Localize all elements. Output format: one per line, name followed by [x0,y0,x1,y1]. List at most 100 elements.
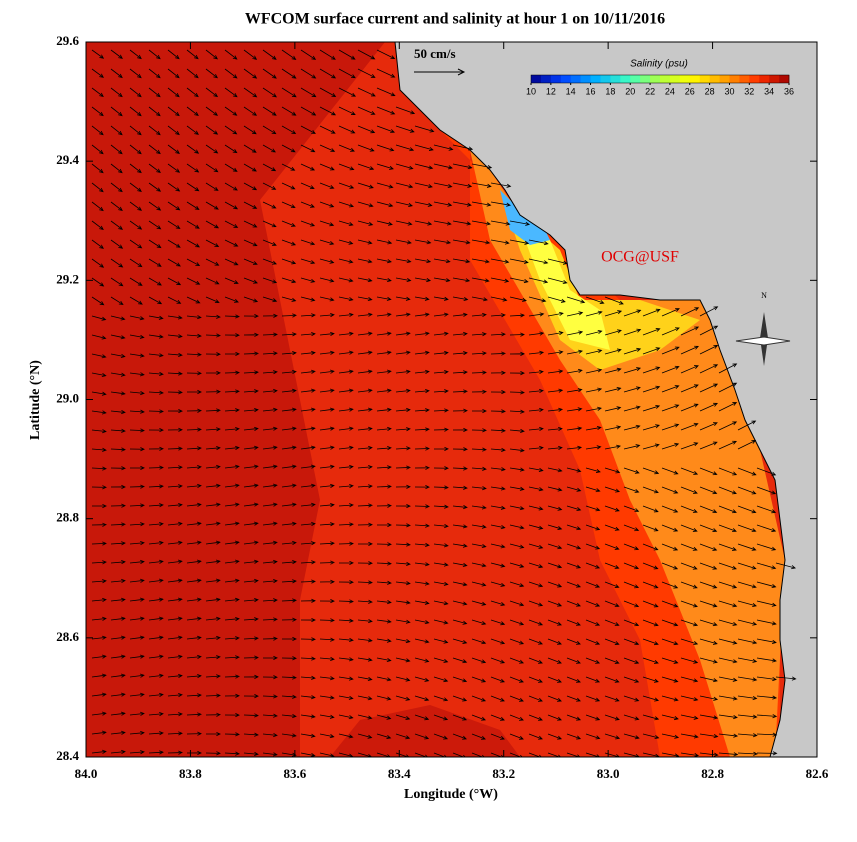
current-arrow [319,637,335,642]
current-arrow [661,486,679,494]
current-arrow [528,467,544,472]
current-arrow [528,619,544,626]
current-arrow [623,695,640,702]
current-arrow [452,427,468,433]
current-arrow [737,524,757,533]
current-arrow [395,163,414,170]
current-arrow [91,182,104,193]
current-arrow [452,389,468,394]
current-arrow [376,125,396,133]
current-arrow [756,714,778,719]
current-arrow [661,714,679,721]
current-arrow [585,387,603,393]
current-arrow [547,581,563,588]
current-arrow [167,201,181,211]
current-arrow [604,581,620,588]
current-arrow [376,182,394,189]
current-arrow [300,68,317,79]
current-arrow [300,521,316,527]
current-arrow [376,695,392,701]
current-arrow [205,125,219,135]
current-arrow [718,402,738,412]
current-arrow [528,388,544,394]
current-arrow [661,562,679,570]
current-arrow [547,695,562,702]
current-arrow [661,733,680,739]
current-arrow [756,695,778,700]
current-arrow [395,182,414,189]
current-arrow [642,600,659,608]
current-arrow [205,296,220,304]
current-arrow [452,331,468,337]
current-arrow [509,486,525,491]
current-arrow [395,125,415,133]
current-arrow [680,403,699,412]
current-arrow [167,673,183,678]
colorbar-cell [580,75,591,83]
deep-zone [330,705,520,757]
current-arrow [262,655,278,660]
current-arrow [395,695,411,701]
current-arrow [604,329,622,336]
current-arrow [262,49,277,60]
current-arrow [471,239,491,245]
current-arrow [205,427,221,432]
current-arrow [186,712,202,717]
current-arrow [300,656,316,661]
current-arrow [699,714,719,720]
current-arrow [395,258,412,264]
current-arrow [585,329,603,336]
current-arrow [604,425,622,431]
current-arrow [566,714,582,721]
current-arrow [718,505,737,514]
current-arrow [148,559,164,564]
current-arrow [452,296,469,302]
current-arrow [224,144,238,154]
current-arrow [490,390,506,395]
current-arrow [224,578,240,583]
current-arrow [262,277,278,284]
current-arrow [300,239,316,246]
current-arrow [262,388,278,394]
current-arrow [585,562,601,569]
current-arrow [775,676,797,681]
axes: 84.0 83.8 83.6 83.4 83.2 83.0 82.8 82.6 28.4 28.6… [56,33,829,781]
current-arrow [680,543,698,551]
current-arrow [376,426,392,432]
current-arrow [205,333,221,338]
colorbar-tick-label: 12 [546,86,556,96]
current-arrow [186,315,202,320]
current-arrow [395,312,411,317]
current-arrow [224,201,239,210]
current-arrow [737,486,757,495]
current-arrow [528,695,543,702]
current-arrow [490,657,506,664]
current-arrow [547,426,563,432]
current-arrow [376,522,392,528]
current-arrow [642,695,660,702]
current-arrow [661,676,679,683]
current-arrow [547,714,562,721]
current-arrow [205,144,219,154]
current-arrow [585,619,601,626]
current-arrow [91,391,107,396]
current-arrow [357,503,373,508]
current-arrow [528,350,545,355]
current-arrow [243,407,259,413]
current-arrow [680,733,699,739]
current-arrow [300,560,316,565]
current-arrow [566,562,582,569]
current-arrow [262,675,278,680]
current-arrow [737,562,757,570]
current-arrow [376,619,392,624]
current-arrow [566,524,582,531]
current-arrow [205,49,218,60]
current-arrow [186,182,200,192]
current-arrow [224,636,240,641]
current-arrow [661,404,680,412]
current-arrow [129,125,142,136]
colorbar-cell [640,75,651,83]
current-arrow [604,310,623,317]
current-arrow [281,502,297,507]
current-arrow [300,502,316,507]
